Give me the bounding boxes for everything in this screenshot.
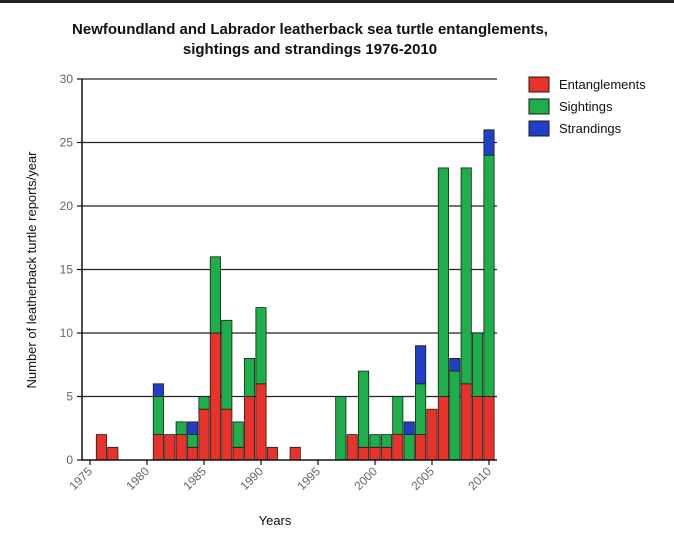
bar-sightings	[380, 434, 392, 448]
x-tick-label: 2010	[465, 464, 494, 493]
x-tick-label: 1985	[180, 464, 209, 493]
legend-label-strandings: Strandings	[559, 121, 622, 136]
bar-entanglements	[289, 446, 301, 461]
x-tick-label: 1995	[294, 464, 323, 493]
y-tick-label: 10	[60, 326, 74, 340]
bar-entanglements	[244, 396, 256, 461]
x-tick-label: 1980	[123, 464, 152, 493]
bar-strandings	[403, 421, 415, 435]
bar-entanglements	[472, 396, 484, 461]
bar-entanglements	[266, 446, 278, 461]
chart-title: Newfoundland and Labrador leatherback se…	[30, 20, 590, 60]
chart-title-line-2: sightings and strandings 1976-2010	[182, 41, 438, 58]
top-rule	[0, 0, 674, 3]
bar-entanglements	[483, 396, 495, 461]
legend-swatch-sightings	[528, 98, 550, 115]
bar-sightings	[335, 396, 347, 461]
bar-entanglements	[255, 383, 267, 461]
bar-sightings	[483, 154, 495, 397]
bar-entanglements	[232, 446, 244, 461]
bar-sightings	[415, 383, 427, 435]
y-tick-label: 0	[66, 453, 73, 467]
bar-strandings	[187, 421, 199, 435]
legend-label-entanglements: Entanglements	[559, 77, 646, 92]
bar-sightings	[449, 370, 461, 461]
bar-entanglements	[460, 383, 472, 461]
gridlines	[82, 78, 497, 398]
bar-entanglements	[415, 434, 427, 461]
bar-entanglements	[380, 446, 392, 461]
bar-sightings	[255, 307, 267, 385]
bar-entanglements	[437, 396, 449, 461]
bar-sightings	[187, 434, 199, 448]
bar-entanglements	[209, 332, 221, 461]
bar-entanglements	[426, 408, 438, 461]
x-ticks: 1975 1980 1985 1990 1995 2000 2005 2010	[66, 460, 494, 493]
y-ticks: 0 5 10 15 20 25 30	[60, 72, 82, 467]
bar-sightings	[209, 256, 221, 334]
bar-sightings	[244, 357, 256, 397]
bar-entanglements	[164, 434, 176, 461]
bar-entanglements	[346, 434, 358, 461]
bar-sightings	[175, 421, 187, 435]
bar-sightings	[232, 421, 244, 448]
legend-swatch-entanglements	[528, 76, 550, 93]
bar-strandings	[449, 357, 461, 372]
bar-sightings	[392, 396, 404, 435]
bar-strandings	[483, 129, 495, 156]
legend-label-sightings: Sightings	[559, 99, 613, 114]
y-axis-title: Number of leatherback turtle reports/yea…	[24, 151, 39, 389]
x-tick-label: 1990	[237, 464, 266, 493]
bar-entanglements	[95, 434, 107, 461]
y-tick-label: 5	[66, 390, 73, 404]
y-tick-label: 20	[60, 199, 74, 213]
x-tick-label: 2000	[351, 464, 380, 493]
bar-strandings	[415, 345, 427, 385]
bar-sightings	[358, 370, 370, 448]
bar-entanglements	[221, 408, 233, 461]
bar-entanglements	[198, 408, 210, 461]
bar-sightings	[369, 434, 381, 448]
chart-title-line-1: Newfoundland and Labrador leatherback se…	[72, 21, 548, 38]
legend: Entanglements Sightings Strandings	[528, 76, 646, 137]
y-tick-label: 15	[60, 263, 74, 277]
bar-entanglements	[187, 446, 199, 461]
x-tick-label: 1975	[66, 464, 95, 493]
bar-entanglements	[152, 434, 164, 461]
bar-sightings	[460, 167, 472, 385]
legend-swatch-strandings	[528, 120, 550, 137]
bar-entanglements	[392, 434, 404, 461]
bar-sightings	[221, 319, 233, 410]
bar-entanglements	[369, 446, 381, 461]
bar-strandings	[152, 383, 164, 397]
x-tick-label: 2005	[408, 464, 437, 493]
y-tick-label: 25	[60, 136, 74, 150]
x-axis-title: Years	[259, 513, 292, 528]
bars	[95, 129, 495, 461]
y-tick-label: 30	[60, 72, 74, 86]
bar-sightings	[403, 434, 415, 461]
bar-sightings	[437, 167, 449, 397]
bar-entanglements	[107, 446, 119, 461]
bar-sightings	[152, 396, 164, 435]
bar-sightings	[198, 396, 210, 410]
bar-entanglements	[175, 434, 187, 461]
bar-entanglements	[358, 446, 370, 461]
bar-sightings	[472, 332, 484, 397]
